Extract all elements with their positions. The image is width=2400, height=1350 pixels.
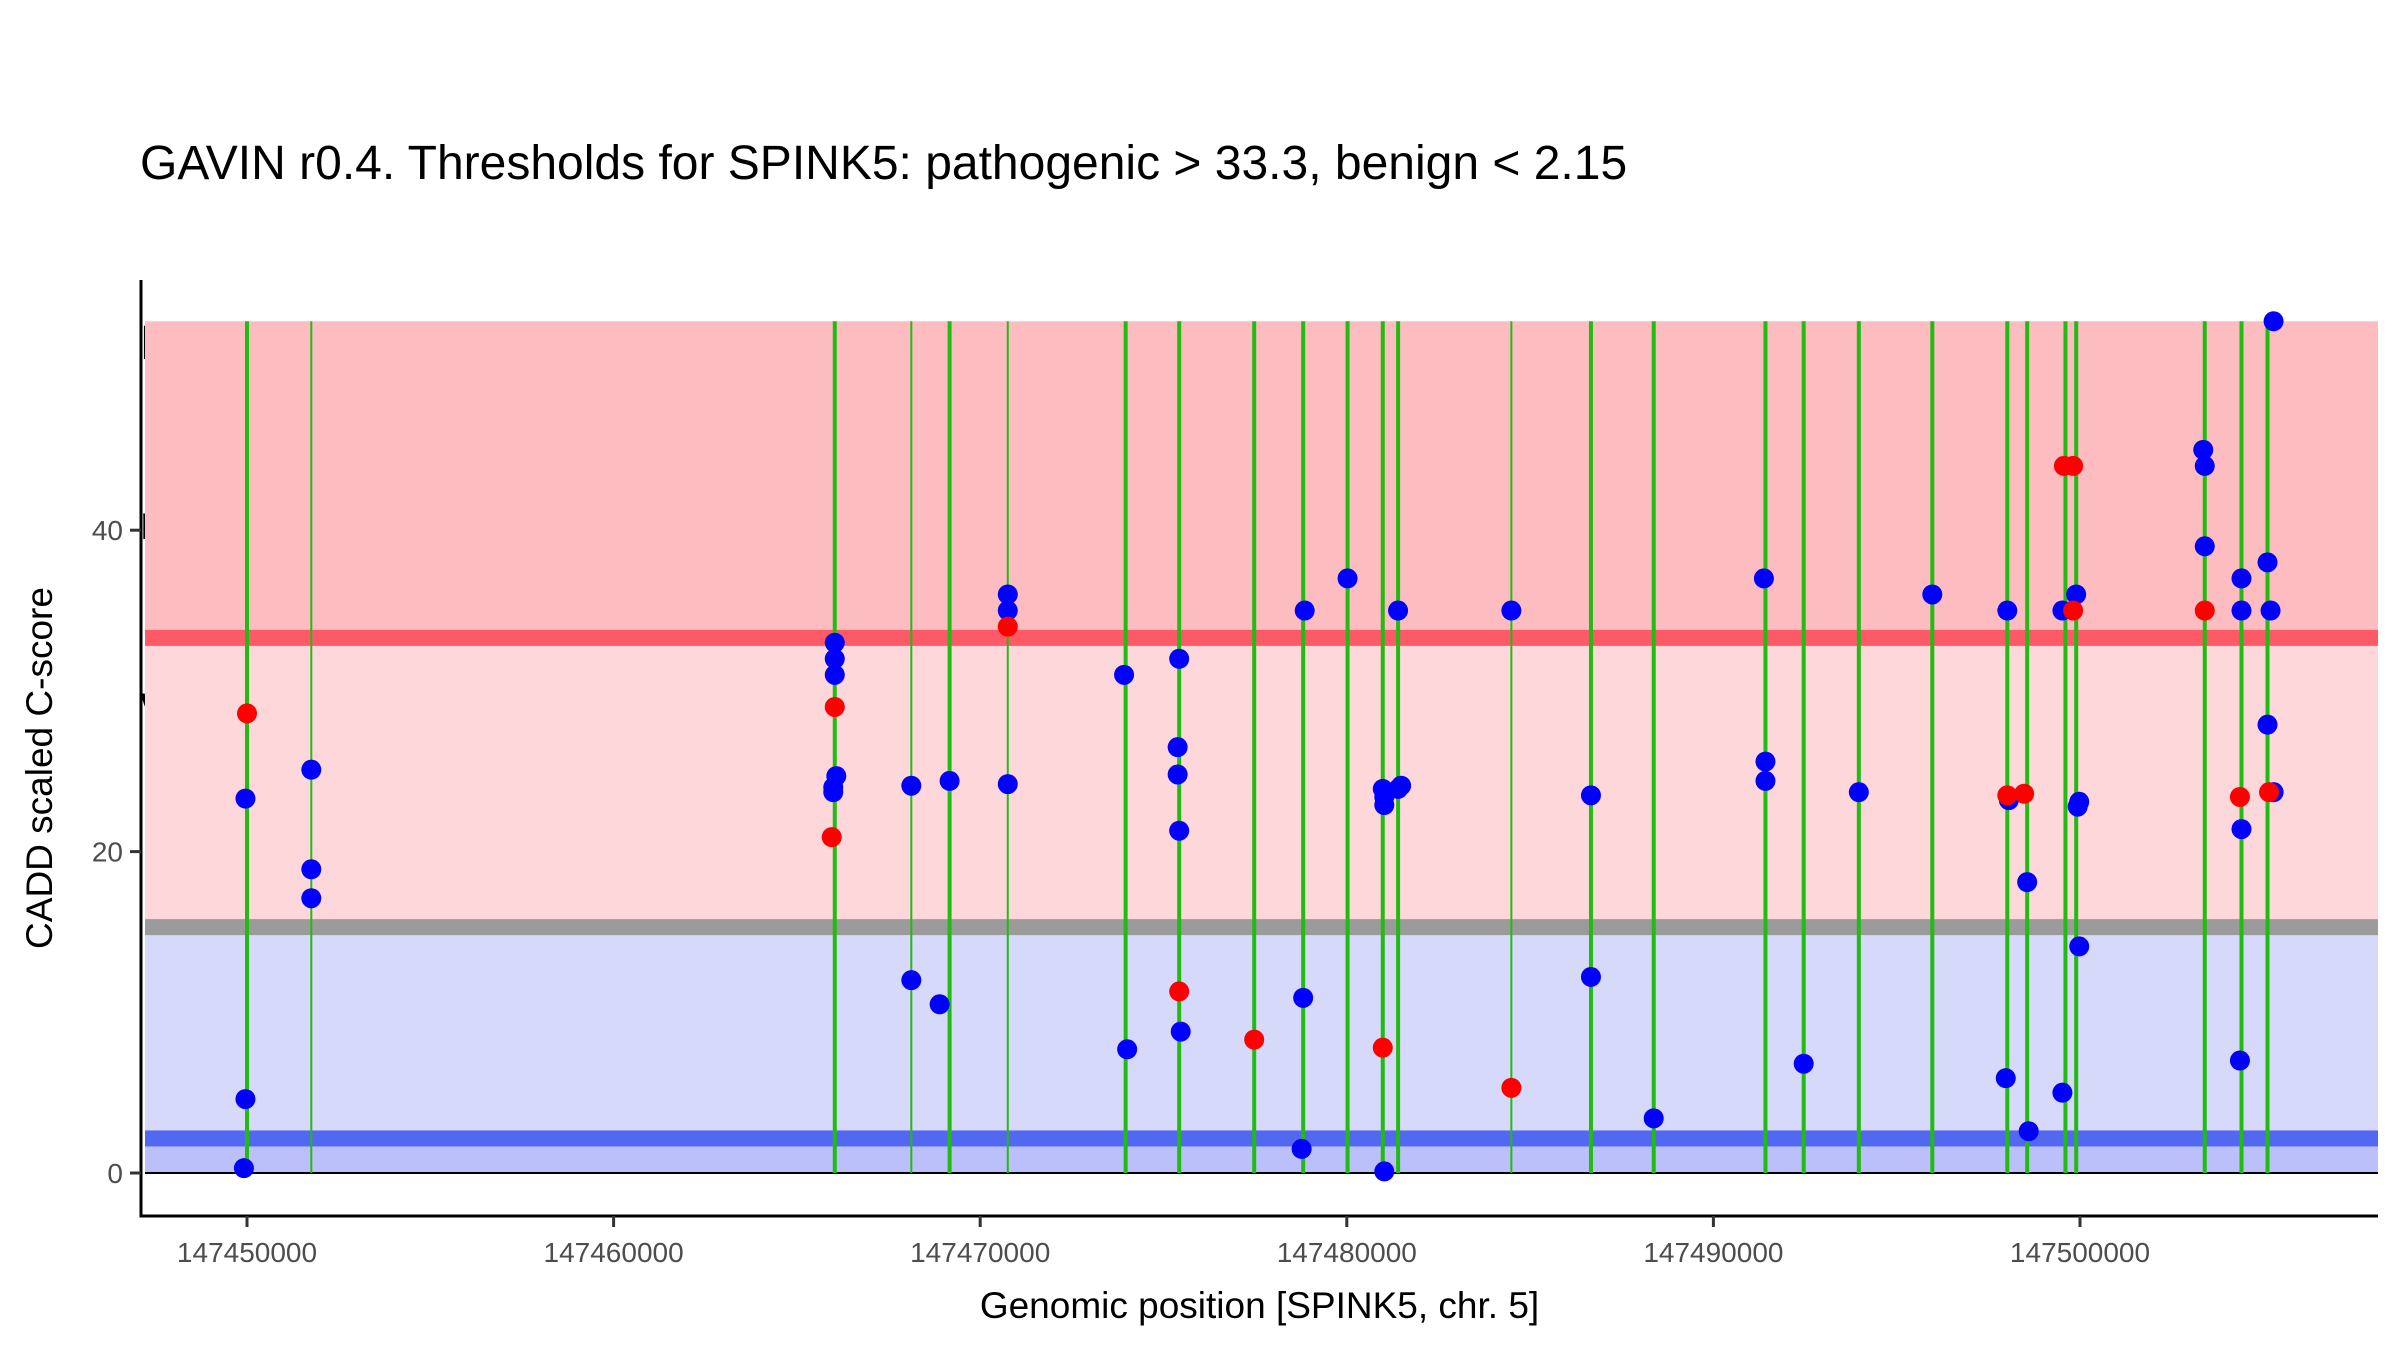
gnomad-point: [2231, 568, 2252, 589]
gnomad-point: [939, 770, 960, 791]
gnomad-point: [1391, 775, 1412, 796]
gnomad-point: [2017, 872, 2038, 893]
x-axis-ticks: 147450000 147460000 147470000 147480000 1474…: [177, 1216, 2150, 1268]
x-tick-label: 147490000: [1643, 1237, 1783, 1268]
gnomad-point: [1755, 751, 1776, 772]
gnomad-point: [1580, 966, 1601, 987]
pathogenic-threshold: [145, 629, 2378, 646]
clinvar-point: [2194, 600, 2215, 621]
gnomad-point: [301, 888, 322, 909]
gnomad-point: [1170, 1021, 1191, 1042]
gnomad-point: [1643, 1108, 1664, 1129]
gnomad-point: [901, 970, 922, 991]
clinvar-point: [821, 827, 842, 848]
gnomad-point: [1997, 600, 2018, 621]
gnomad-point: [2194, 455, 2215, 476]
y-tick-label: 40: [92, 515, 123, 546]
gnomad-point: [2257, 552, 2278, 573]
x-tick-label: 147470000: [910, 1237, 1050, 1268]
y-axis-title: CADD scaled C-score: [19, 587, 60, 949]
gnomad-point: [1580, 785, 1601, 806]
x-tick-label: 147500000: [2010, 1237, 2150, 1268]
clinvar-point: [2063, 600, 2084, 621]
clinvar-point: [1169, 981, 1190, 1002]
y-axis-ticks: 0 20 40: [92, 515, 141, 1189]
x-axis-title: Genomic position [SPINK5, chr. 5]: [980, 1285, 1539, 1326]
gnomad-point: [1114, 664, 1135, 685]
gnomad-point: [235, 788, 256, 809]
gnomad-point: [1753, 568, 1774, 589]
clinvar-point: [824, 696, 845, 717]
gnomad-point: [2066, 584, 2087, 605]
clinvar-point: [1997, 785, 2018, 806]
gnomad-point: [1374, 1161, 1395, 1182]
gnomad-point: [1374, 794, 1395, 815]
gnomad-point: [2069, 936, 2090, 957]
gnomad-point: [1995, 1068, 2016, 1089]
gnomad-point: [824, 664, 845, 685]
gnomad-point: [823, 782, 844, 803]
gnomad-point: [2257, 714, 2278, 735]
y-tick-label: 20: [92, 837, 123, 868]
gnomad-point: [2018, 1121, 2039, 1142]
gnomad-point: [233, 1158, 254, 1179]
gnomad-point: [2229, 1050, 2250, 1071]
gnomad-point: [997, 774, 1018, 795]
gnomad-point: [301, 759, 322, 780]
gnomad-point: [1167, 737, 1188, 758]
clinvar-point: [2014, 783, 2035, 804]
x-tick-label: 147480000: [1277, 1237, 1417, 1268]
gnomad-point: [2260, 600, 2281, 621]
gnomad-point: [997, 600, 1018, 621]
gnomad-point: [2231, 819, 2252, 840]
gnomad-point: [1922, 584, 1943, 605]
gnomad-point: [1117, 1039, 1138, 1060]
clinvar-point: [1244, 1029, 1265, 1050]
gnomad-point: [2067, 796, 2088, 817]
gnomad-point: [1501, 600, 1522, 621]
threshold-lines: [145, 629, 2378, 1147]
gnomad-point: [1793, 1053, 1814, 1074]
gnomad-point: [1169, 820, 1190, 841]
clinvar-point: [2063, 455, 2084, 476]
fallback-threshold: [145, 919, 2378, 936]
pathogenic-region: [145, 321, 2378, 638]
benign-threshold: [145, 1130, 2378, 1147]
gnomad-point: [2193, 439, 2214, 460]
data-points: [233, 311, 2284, 1182]
gnomad-point: [1294, 600, 1315, 621]
title-line-1: GAVIN r0.4. Thresholds for SPINK5: patho…: [140, 137, 1628, 190]
gnomad-point: [301, 859, 322, 880]
gnomad-point: [235, 1089, 256, 1110]
x-tick-label: 147460000: [544, 1237, 684, 1268]
clinvar-point: [1372, 1037, 1393, 1058]
y-tick-label: 0: [107, 1158, 123, 1189]
clinvar-point: [1501, 1077, 1522, 1098]
gnomad-point: [824, 648, 845, 669]
gnomad-point: [824, 632, 845, 653]
x-tick-label: 147450000: [177, 1237, 317, 1268]
gnomad-point: [1291, 1138, 1312, 1159]
clinvar-point: [2259, 782, 2280, 803]
gnomad-point: [1337, 568, 1358, 589]
gnomad-point: [929, 994, 950, 1015]
exon-lines: [245, 321, 2270, 1173]
gnomad-point: [2052, 1082, 2073, 1103]
gnomad-point: [1848, 782, 1869, 803]
gnomad-point: [997, 584, 1018, 605]
gnomad-point: [1167, 764, 1188, 785]
clinvar-point: [237, 703, 257, 724]
clinvar-point: [997, 616, 1018, 637]
gnomad-point: [2231, 600, 2252, 621]
gnomad-point: [1388, 600, 1409, 621]
gnomad-point: [1169, 648, 1190, 669]
gnomad-point: [2263, 311, 2284, 332]
gnomad-point: [1755, 770, 1776, 791]
clinvar-point: [2229, 786, 2250, 807]
vus-region: [145, 637, 2378, 928]
gnomad-point: [901, 775, 922, 796]
gnomad-point: [2194, 536, 2215, 557]
gnomad-point: [1293, 987, 1314, 1008]
